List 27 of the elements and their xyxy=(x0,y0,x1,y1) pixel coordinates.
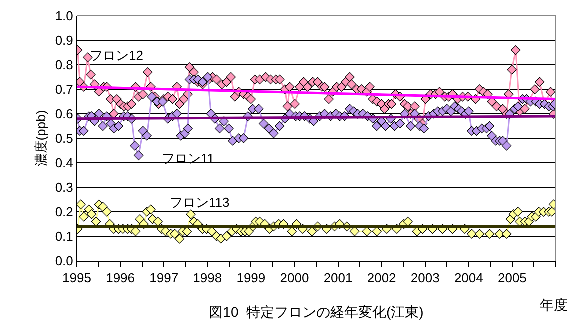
x-tick-label: 1999 xyxy=(236,270,266,286)
x-tick-label: 1995 xyxy=(62,270,92,286)
y-tick-label: 0.1 xyxy=(55,229,74,244)
y-tick-label: 0.5 xyxy=(55,131,74,146)
y-tick-label: 0.9 xyxy=(55,33,74,48)
x-tick-label: 2002 xyxy=(367,270,396,286)
x-tick-label: 1996 xyxy=(106,270,136,286)
y-tick-label: 0.2 xyxy=(55,204,74,220)
y-tick-label: 0.3 xyxy=(55,180,74,196)
x-tick-label: 2001 xyxy=(324,270,353,286)
y-tick-label: 0.8 xyxy=(55,58,74,73)
x-tick-label: 2005 xyxy=(498,270,527,286)
x-tick-label: 2003 xyxy=(410,270,440,286)
y-axis-title: 濃度(ppb) xyxy=(33,110,48,167)
x-axis-title: 年度 xyxy=(540,297,568,313)
y-tick-label: 0.4 xyxy=(55,156,74,171)
series-label: フロン113 xyxy=(170,195,230,210)
series-label: フロン12 xyxy=(90,48,144,63)
x-tick-label: 2004 xyxy=(454,270,484,286)
x-tick-label: 1998 xyxy=(193,270,222,286)
y-tick-label: 0.0 xyxy=(55,254,74,269)
y-tick-label: 0.7 xyxy=(55,82,74,98)
x-tick-label: 1997 xyxy=(150,270,179,286)
x-tick-label: 2000 xyxy=(280,270,310,286)
y-tick-label: 0.6 xyxy=(55,106,74,122)
text: 図10 特定フロンの経年変化(江東) xyxy=(209,304,424,320)
y-tick-label: 1.0 xyxy=(55,8,74,24)
